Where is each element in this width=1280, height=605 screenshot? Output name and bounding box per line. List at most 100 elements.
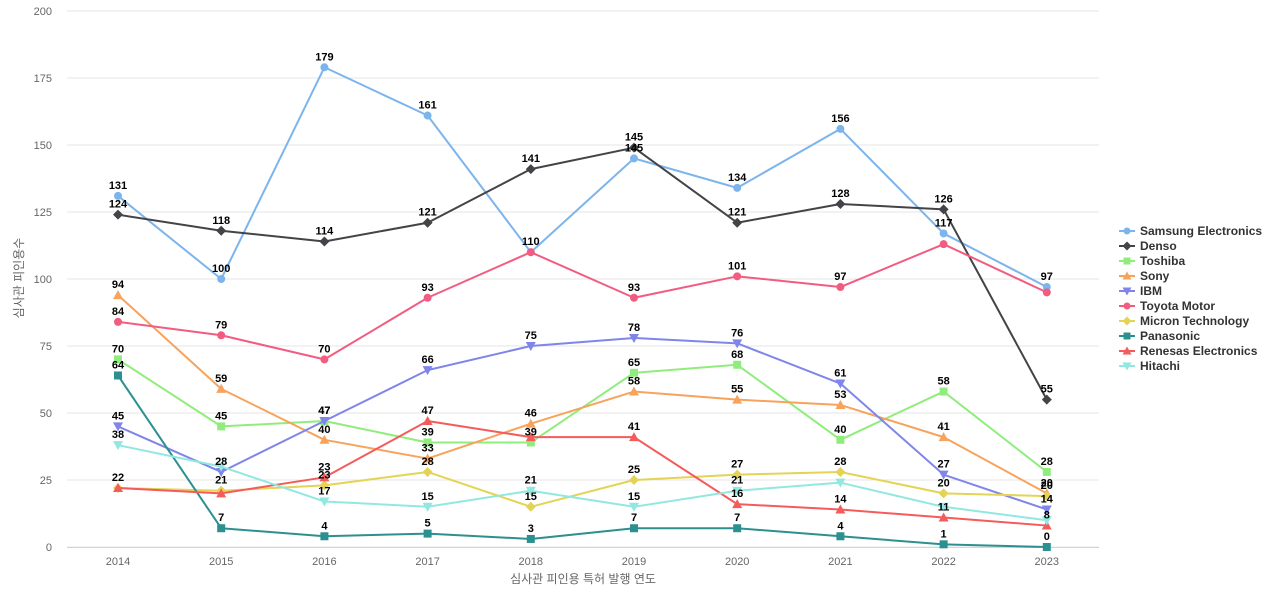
data-point-micron-technology[interactable] [422, 466, 433, 477]
data-point-panasonic[interactable] [733, 524, 742, 533]
data-point-denso[interactable] [113, 209, 123, 220]
data-point-samsung-electronics[interactable] [423, 111, 432, 120]
data-point-denso[interactable] [319, 236, 330, 247]
data-point-micron-technology[interactable] [629, 475, 639, 485]
data-point-ibm[interactable] [525, 342, 536, 351]
data-point-sony[interactable] [422, 453, 433, 463]
data-point-hitachi[interactable] [113, 441, 123, 451]
legend-item-denso[interactable]: Denso [1119, 239, 1177, 253]
data-point-renesas-electronics[interactable] [422, 416, 433, 426]
data-point-samsung-electronics[interactable] [733, 183, 742, 192]
data-point-denso[interactable] [525, 164, 536, 175]
data-point-samsung-electronics[interactable] [939, 229, 948, 238]
data-point-hitachi[interactable] [525, 486, 536, 496]
legend-item-micron-technology[interactable]: Micron Technology [1119, 314, 1249, 328]
data-point-micron-technology[interactable] [1041, 491, 1052, 502]
data-point-toshiba[interactable] [1042, 467, 1051, 476]
data-point-toyota-motor[interactable] [1042, 288, 1051, 297]
legend-item-ibm[interactable]: IBM [1119, 284, 1162, 298]
data-point-toshiba[interactable] [630, 368, 638, 377]
data-point-micron-technology[interactable] [525, 501, 536, 512]
data-point-sony[interactable] [113, 290, 123, 300]
data-point-ibm[interactable] [319, 417, 330, 427]
legend-item-hitachi[interactable]: Hitachi [1119, 359, 1180, 373]
data-point-ibm[interactable] [732, 339, 743, 349]
data-point-panasonic[interactable] [836, 532, 845, 541]
data-point-toshiba[interactable] [526, 438, 535, 447]
data-point-renesas-electronics[interactable] [732, 499, 743, 509]
legend[interactable]: Samsung ElectronicsDensoToshibaSonyIBMTo… [1119, 224, 1262, 373]
series-line-hitachi[interactable] [117, 444, 1047, 522]
data-point-denso[interactable] [629, 142, 639, 153]
legend-item-toshiba[interactable]: Toshiba [1119, 254, 1185, 268]
data-point-denso[interactable] [938, 204, 949, 215]
data-point-renesas-electronics[interactable] [525, 432, 536, 442]
data-point-toyota-motor[interactable] [217, 331, 226, 340]
data-point-ibm[interactable] [113, 422, 123, 432]
data-point-micron-technology[interactable] [835, 466, 846, 477]
data-point-samsung-electronics[interactable] [630, 154, 638, 163]
data-point-denso[interactable] [1041, 394, 1052, 405]
series-line-renesas-electronics[interactable] [117, 420, 1047, 527]
data-point-hitachi[interactable] [216, 462, 227, 472]
series-line-micron-technology[interactable] [117, 470, 1047, 508]
data-point-ibm[interactable] [629, 333, 639, 343]
data-point-sony[interactable] [835, 399, 846, 409]
data-point-renesas-electronics[interactable] [113, 483, 123, 493]
series-line-denso[interactable] [117, 146, 1048, 401]
data-point-renesas-electronics[interactable] [629, 432, 639, 442]
series-line-samsung-electronics[interactable] [117, 66, 1048, 288]
data-point-denso[interactable] [422, 217, 433, 228]
data-point-panasonic[interactable] [423, 529, 432, 538]
legend-item-toyota-motor[interactable]: Toyota Motor [1119, 299, 1215, 313]
data-point-hitachi[interactable] [938, 502, 949, 512]
data-point-hitachi[interactable] [732, 486, 743, 496]
data-point-samsung-electronics[interactable] [114, 191, 122, 200]
data-point-denso[interactable] [835, 198, 846, 209]
data-point-toyota-motor[interactable] [939, 240, 948, 249]
data-point-renesas-electronics[interactable] [835, 504, 846, 514]
data-point-sony[interactable] [629, 386, 639, 396]
data-point-panasonic[interactable] [114, 371, 122, 380]
data-point-ibm[interactable] [938, 470, 949, 480]
data-point-sony[interactable] [525, 418, 536, 428]
data-point-toshiba[interactable] [423, 438, 432, 447]
data-point-panasonic[interactable] [1042, 543, 1051, 551]
data-point-panasonic[interactable] [217, 524, 226, 533]
data-point-denso[interactable] [732, 217, 743, 228]
legend-item-sony[interactable]: Sony [1119, 269, 1170, 283]
data-point-toyota-motor[interactable] [733, 272, 742, 281]
data-point-hitachi[interactable] [319, 497, 330, 507]
legend-item-renesas-electronics[interactable]: Renesas Electronics [1119, 344, 1258, 358]
series-line-sony[interactable] [117, 294, 1048, 495]
data-point-toyota-motor[interactable] [836, 283, 845, 292]
data-point-micron-technology[interactable] [938, 488, 949, 499]
data-point-ibm[interactable] [422, 366, 433, 376]
data-point-ibm[interactable] [216, 467, 227, 477]
data-point-toyota-motor[interactable] [526, 248, 535, 257]
data-point-panasonic[interactable] [526, 534, 535, 543]
data-point-toshiba[interactable] [939, 387, 948, 396]
data-point-renesas-electronics[interactable] [216, 488, 227, 498]
legend-item-samsung-electronics[interactable]: Samsung Electronics [1119, 224, 1262, 238]
data-point-samsung-electronics[interactable] [217, 275, 226, 283]
data-point-toshiba[interactable] [733, 360, 742, 369]
data-point-ibm[interactable] [835, 379, 846, 389]
data-point-toshiba[interactable] [217, 422, 226, 431]
data-point-panasonic[interactable] [939, 540, 948, 549]
data-point-sony[interactable] [938, 432, 949, 442]
data-point-samsung-electronics[interactable] [320, 63, 329, 72]
series-line-ibm[interactable] [117, 336, 1048, 511]
data-point-ibm[interactable] [1041, 505, 1052, 515]
data-point-toyota-motor[interactable] [630, 293, 638, 302]
series-line-toyota-motor[interactable] [117, 243, 1048, 361]
data-point-sony[interactable] [216, 383, 227, 393]
data-point-toshiba[interactable] [836, 435, 845, 444]
data-point-denso[interactable] [216, 225, 227, 236]
data-point-hitachi[interactable] [422, 502, 433, 512]
data-point-renesas-electronics[interactable] [938, 512, 949, 522]
data-point-panasonic[interactable] [630, 524, 638, 533]
data-point-micron-technology[interactable] [732, 469, 743, 480]
legend-item-panasonic[interactable]: Panasonic [1119, 329, 1200, 343]
data-point-toyota-motor[interactable] [320, 355, 329, 364]
